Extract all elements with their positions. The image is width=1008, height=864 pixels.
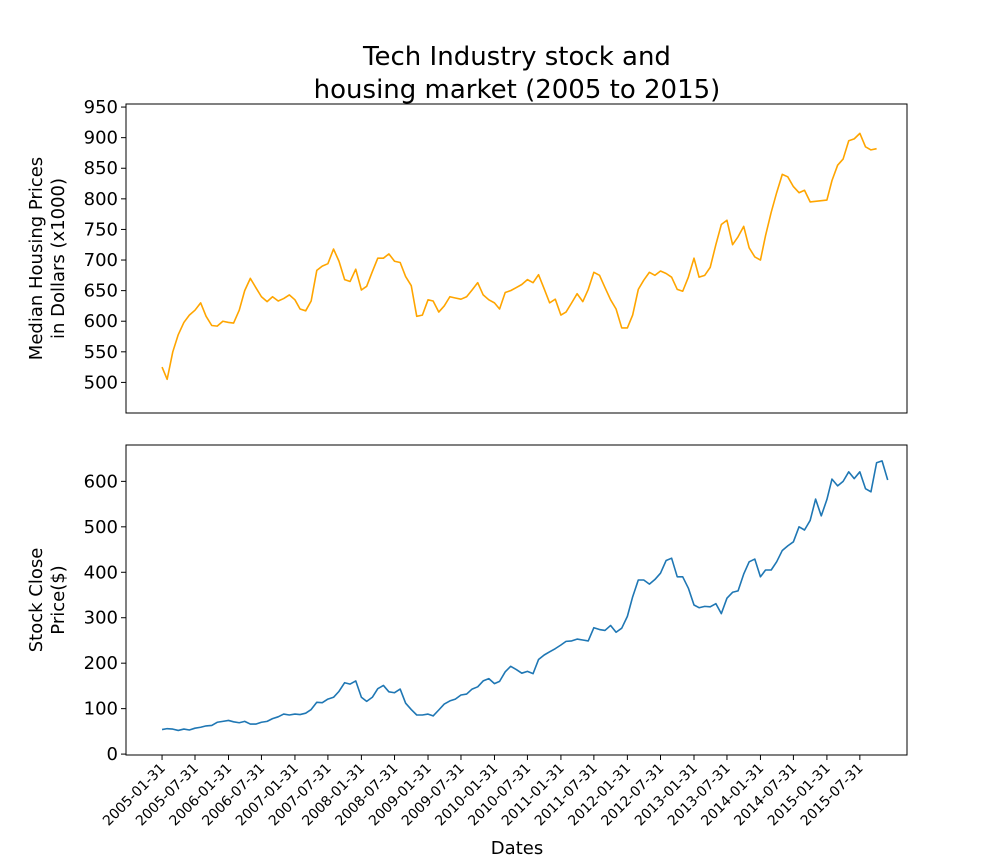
plot-frame (125, 444, 908, 756)
y-tick-label: 100 (84, 699, 118, 720)
y-axis-label-line: in Dollars (x1000) (48, 178, 69, 339)
y-tick-label: 300 (84, 608, 118, 629)
y-axis-label: Median Housing Pricesin Dollars (x1000) (26, 157, 69, 360)
y-tick-label: 900 (84, 128, 118, 149)
y-axis-label-line: Median Housing Prices (26, 157, 47, 360)
y-tick-label: 700 (84, 250, 118, 271)
y-tick-label: 200 (84, 653, 118, 674)
x-axis-label: Dates (491, 838, 543, 859)
series-line (161, 132, 877, 381)
chart-title-line: housing market (2005 to 2015) (314, 75, 721, 105)
y-axis-label-line: Stock Close (26, 548, 47, 653)
y-tick-label: 600 (84, 311, 118, 332)
y-tick-label: 500 (84, 517, 118, 538)
y-tick-label: 0 (107, 744, 118, 765)
y-tick-label: 650 (84, 281, 118, 302)
chart-title-line: Tech Industry stock and (362, 42, 671, 72)
y-tick-label: 950 (84, 97, 118, 118)
series-line (161, 460, 889, 732)
y-tick-label: 600 (84, 471, 118, 492)
plot-frame (125, 103, 908, 414)
y-tick-label: 550 (84, 342, 118, 363)
y-tick-label: 400 (84, 562, 118, 583)
y-axis-label: Stock ClosePrice($) (26, 548, 69, 653)
y-tick-label: 800 (84, 189, 118, 210)
housing-panel: 500 550 600 650 700 750 800 850 900 950 Median Hou… (26, 97, 908, 414)
chart-title: Tech Industry stock and housing market (2… (314, 42, 721, 105)
y-tick-label: 500 (84, 372, 118, 393)
y-tick-label: 750 (84, 219, 118, 240)
y-axis-label-line: Price($) (48, 565, 69, 634)
y-tick-label: 850 (84, 158, 118, 179)
